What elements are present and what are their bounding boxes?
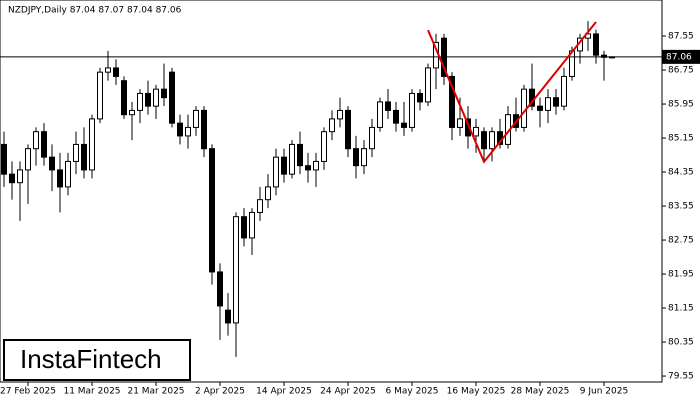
candle-body bbox=[17, 169, 23, 184]
candle-body bbox=[25, 148, 31, 171]
candle-body bbox=[561, 75, 567, 107]
candle-body bbox=[249, 211, 255, 239]
candle-body bbox=[225, 309, 231, 324]
candle-body bbox=[553, 97, 559, 107]
candle-body bbox=[65, 160, 71, 188]
candle-body bbox=[481, 131, 487, 150]
candle-body bbox=[153, 88, 159, 107]
candle-body bbox=[593, 33, 599, 56]
last-price-box bbox=[662, 49, 700, 64]
candle-body bbox=[457, 118, 463, 128]
candle-body bbox=[241, 216, 247, 239]
candle-body bbox=[265, 186, 271, 201]
candle-body bbox=[329, 118, 335, 133]
candle-body bbox=[233, 216, 239, 324]
candle-body bbox=[465, 118, 471, 137]
candle-body bbox=[89, 118, 95, 171]
candle-body bbox=[353, 148, 359, 167]
candle-body bbox=[137, 92, 143, 111]
y-tick-label: 86.75 bbox=[668, 66, 694, 76]
candle-body bbox=[145, 92, 151, 107]
candle-body bbox=[41, 131, 47, 158]
watermark: InstaFintech bbox=[20, 344, 162, 374]
candle-body bbox=[9, 173, 15, 184]
plot-frame bbox=[0, 0, 663, 383]
candle-body bbox=[105, 67, 111, 73]
candle-body bbox=[57, 169, 63, 188]
y-tick-label: 83.55 bbox=[668, 202, 694, 212]
candle-body bbox=[177, 122, 183, 137]
y-tick-label: 81.15 bbox=[668, 304, 694, 314]
candle-body bbox=[425, 67, 431, 103]
candle-body bbox=[417, 92, 423, 103]
y-tick-label: 80.35 bbox=[668, 338, 694, 348]
candle-body bbox=[449, 75, 455, 128]
y-tick-label: 85.15 bbox=[668, 134, 694, 144]
candle-body bbox=[409, 92, 415, 128]
candle-body bbox=[257, 199, 263, 213]
candle-body bbox=[1, 143, 7, 175]
candle-body bbox=[401, 122, 407, 128]
candle-body bbox=[201, 109, 207, 150]
candle-body bbox=[337, 109, 343, 120]
chart-title: NZDJPY,Daily 87.04 87.07 87.04 87.06 bbox=[8, 6, 182, 16]
x-tick-label: 6 May 2025 bbox=[386, 387, 439, 397]
candle-body bbox=[81, 143, 87, 171]
x-tick-label: 14 Apr 2025 bbox=[256, 387, 312, 397]
y-tick-label: 79.55 bbox=[668, 372, 694, 382]
y-tick-label: 84.35 bbox=[668, 168, 694, 178]
candle-body bbox=[193, 109, 199, 128]
candle-body bbox=[49, 156, 55, 171]
candle-body bbox=[169, 71, 175, 124]
y-tick-label: 87.55 bbox=[668, 32, 694, 42]
last-price-label: 87.06 bbox=[666, 52, 692, 62]
candle-body bbox=[345, 109, 351, 150]
candle-body bbox=[289, 143, 295, 175]
candle-body bbox=[385, 101, 391, 111]
candle-body bbox=[129, 109, 135, 116]
candle-body bbox=[113, 67, 119, 77]
candle-body bbox=[393, 109, 399, 124]
candle-body bbox=[377, 101, 383, 128]
candle-body bbox=[369, 126, 375, 150]
candle-body bbox=[313, 160, 319, 171]
candle-body bbox=[97, 71, 103, 120]
x-tick-label: 11 Mar 2025 bbox=[63, 387, 120, 397]
x-tick-label: 27 Feb 2025 bbox=[0, 387, 56, 397]
candle-body bbox=[281, 156, 287, 175]
y-tick-label: 82.75 bbox=[668, 236, 694, 246]
y-tick-label: 85.95 bbox=[668, 100, 694, 110]
candle-body bbox=[209, 148, 215, 273]
pattern-line bbox=[427, 21, 597, 164]
y-tick-label: 81.95 bbox=[668, 270, 694, 280]
candle-body bbox=[273, 156, 279, 188]
candle-body bbox=[361, 148, 367, 167]
candle-body bbox=[537, 105, 543, 111]
candle-body bbox=[161, 88, 167, 99]
watermark-box bbox=[3, 339, 191, 381]
x-tick-label: 16 May 2025 bbox=[447, 387, 506, 397]
candle-body bbox=[321, 131, 327, 162]
x-tick-label: 24 Apr 2025 bbox=[320, 387, 376, 397]
candle-body bbox=[185, 126, 191, 137]
candle-body bbox=[473, 126, 479, 137]
candle-body bbox=[305, 165, 311, 171]
candle-body bbox=[33, 131, 39, 150]
candle-body bbox=[217, 271, 223, 307]
candle-body bbox=[73, 143, 79, 162]
x-tick-label: 9 Jun 2025 bbox=[580, 387, 628, 397]
candle-body bbox=[121, 80, 127, 116]
x-tick-label: 2 Apr 2025 bbox=[195, 387, 245, 397]
candle-body bbox=[297, 143, 303, 167]
candle-body bbox=[489, 131, 495, 150]
candle-body bbox=[545, 97, 551, 111]
x-tick-label: 28 May 2025 bbox=[511, 387, 570, 397]
x-tick-label: 21 Mar 2025 bbox=[127, 387, 184, 397]
